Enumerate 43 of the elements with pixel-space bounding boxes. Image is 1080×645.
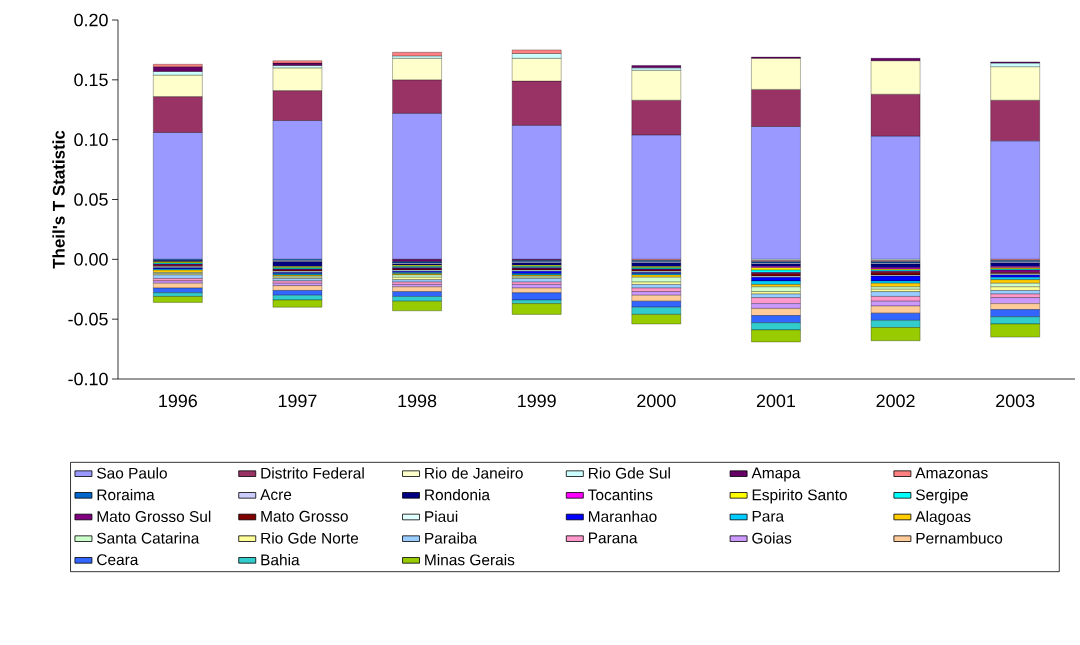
legend-label: Acre <box>260 489 292 501</box>
legend-label: Roraima <box>97 488 155 501</box>
legend-label: Mato Grosso <box>261 510 348 522</box>
legend-label: Distrito Federal <box>261 467 364 479</box>
legend-label: Paraiba <box>425 532 478 544</box>
legend-label: Rio Gde Norte <box>261 532 359 544</box>
y-tick-label: 0.20 <box>74 13 108 27</box>
legend-label: Tocantins <box>588 488 653 501</box>
y-tick-label: -0.10 <box>68 372 108 386</box>
legend-label: Minas Gerais <box>425 554 515 566</box>
x-tick-label: 1998 <box>398 394 437 408</box>
legend-label: Goias <box>752 532 792 544</box>
x-tick-label: 2003 <box>996 394 1035 408</box>
legend-label: Amazonas <box>915 467 988 479</box>
legend-label: Santa Catarina <box>97 532 200 544</box>
legend-label: Para <box>752 510 785 522</box>
legend-label: Parana <box>588 532 638 544</box>
legend-label: Bahia <box>261 554 300 566</box>
legend-label: Rondonia <box>425 488 490 501</box>
y-tick-label: 0.00 <box>74 252 108 266</box>
legend-label: Alagoas <box>915 510 971 526</box>
legend-label: Amapa <box>751 467 801 482</box>
legend-label: Rio Gde Sul <box>588 467 670 479</box>
legend-label: Pernambuco <box>916 532 1003 544</box>
legend-label: Espirito Santo <box>752 488 847 504</box>
y-tick-label: 0.10 <box>74 133 108 147</box>
legend-label: Maranhao <box>588 510 657 523</box>
x-tick-label: 1996 <box>159 394 197 408</box>
legend-label: Mato Grosso Sul <box>97 510 211 523</box>
legend-label: Sergipe <box>915 488 968 504</box>
y-tick-label: -0.05 <box>68 312 108 326</box>
x-tick-label: 2000 <box>637 394 676 408</box>
x-tick-label: 1999 <box>518 394 556 408</box>
legend-label: Sao Paulo <box>97 467 167 479</box>
x-tick-label: 1997 <box>278 394 317 408</box>
legend-label: Ceara <box>97 554 139 566</box>
y-tick-label: 0.15 <box>74 73 108 87</box>
legend-label: Rio de Janeiro <box>425 467 523 479</box>
legend-label: Piaui <box>425 510 458 523</box>
x-tick-label: 2001 <box>756 394 795 408</box>
y-tick-label: 0.05 <box>74 193 108 206</box>
x-tick-label: 2002 <box>876 394 915 408</box>
y-axis-title: Theil's T Statistic <box>52 130 65 269</box>
